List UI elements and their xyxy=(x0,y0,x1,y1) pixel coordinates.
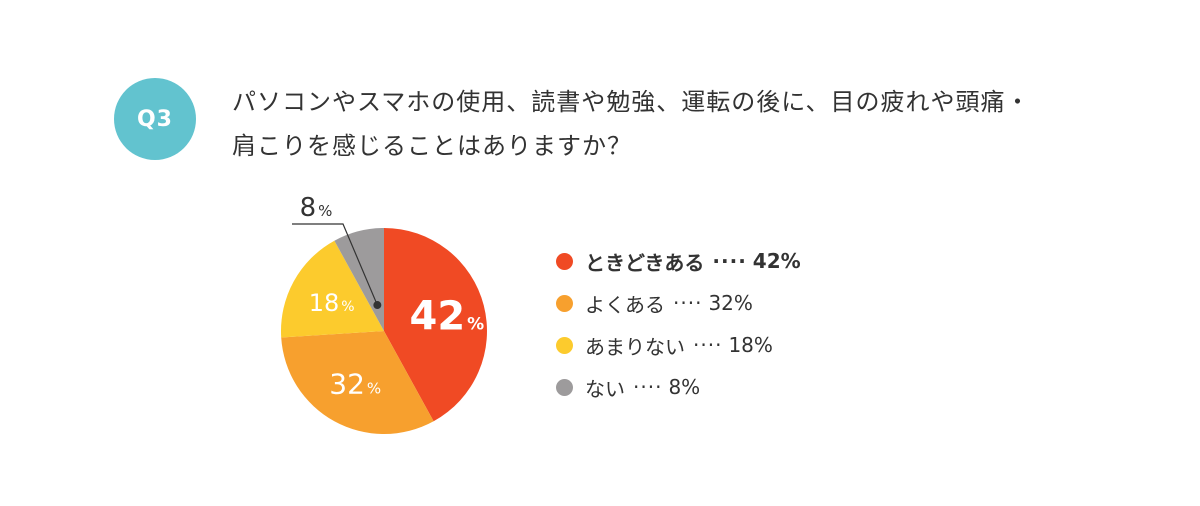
legend-swatch xyxy=(556,294,573,312)
legend-separator: ···· xyxy=(633,375,663,399)
legend-value: 18% xyxy=(728,333,773,357)
pie-slice xyxy=(334,228,384,331)
legend-label: ときどきある xyxy=(585,250,705,275)
legend-value: 42% xyxy=(752,249,801,273)
question-number-badge: Q3 xyxy=(114,78,196,160)
legend-swatch xyxy=(556,336,573,354)
slice-data-label: 42% xyxy=(409,293,484,339)
legend-item: ない ···· 8% xyxy=(556,366,801,408)
leader-line xyxy=(292,223,378,306)
slice-data-label: 8% xyxy=(300,193,333,223)
legend-separator: ···· xyxy=(673,291,703,315)
legend-item: ときどきある ···· 42% xyxy=(556,240,801,282)
legend-swatch xyxy=(556,378,573,396)
legend-separator: ···· xyxy=(712,249,747,273)
legend-label: よくある xyxy=(585,292,665,317)
legend-label: あまりない xyxy=(585,334,685,359)
legend-item: よくある ···· 32% xyxy=(556,282,801,324)
slice-data-label: 32% xyxy=(329,367,381,400)
legend-swatch xyxy=(556,252,573,270)
slice-data-label: 18% xyxy=(309,289,355,317)
legend-separator: ···· xyxy=(693,333,723,357)
pie-slice xyxy=(280,240,384,338)
legend-item: あまりない ···· 18% xyxy=(556,324,801,366)
question-text: パソコンやスマホの使用、読書や勉強、運転の後に、目の疲れや頭痛・ 肩こりを感じる… xyxy=(232,80,1132,168)
chart-legend: ときどきある ···· 42% よくある ···· 32% あまりない ····… xyxy=(556,240,801,408)
question-number: Q3 xyxy=(136,106,173,132)
pie-slice xyxy=(384,228,488,422)
legend-value: 32% xyxy=(708,291,753,315)
pie-slice xyxy=(281,331,434,435)
question-line-2: 肩こりを感じることはありますか？ xyxy=(232,132,632,160)
legend-label: ない xyxy=(585,376,625,401)
legend-value: 8% xyxy=(668,375,701,399)
question-line-1: パソコンやスマホの使用、読書や勉強、運転の後に、目の疲れや頭痛・ xyxy=(232,88,1031,116)
